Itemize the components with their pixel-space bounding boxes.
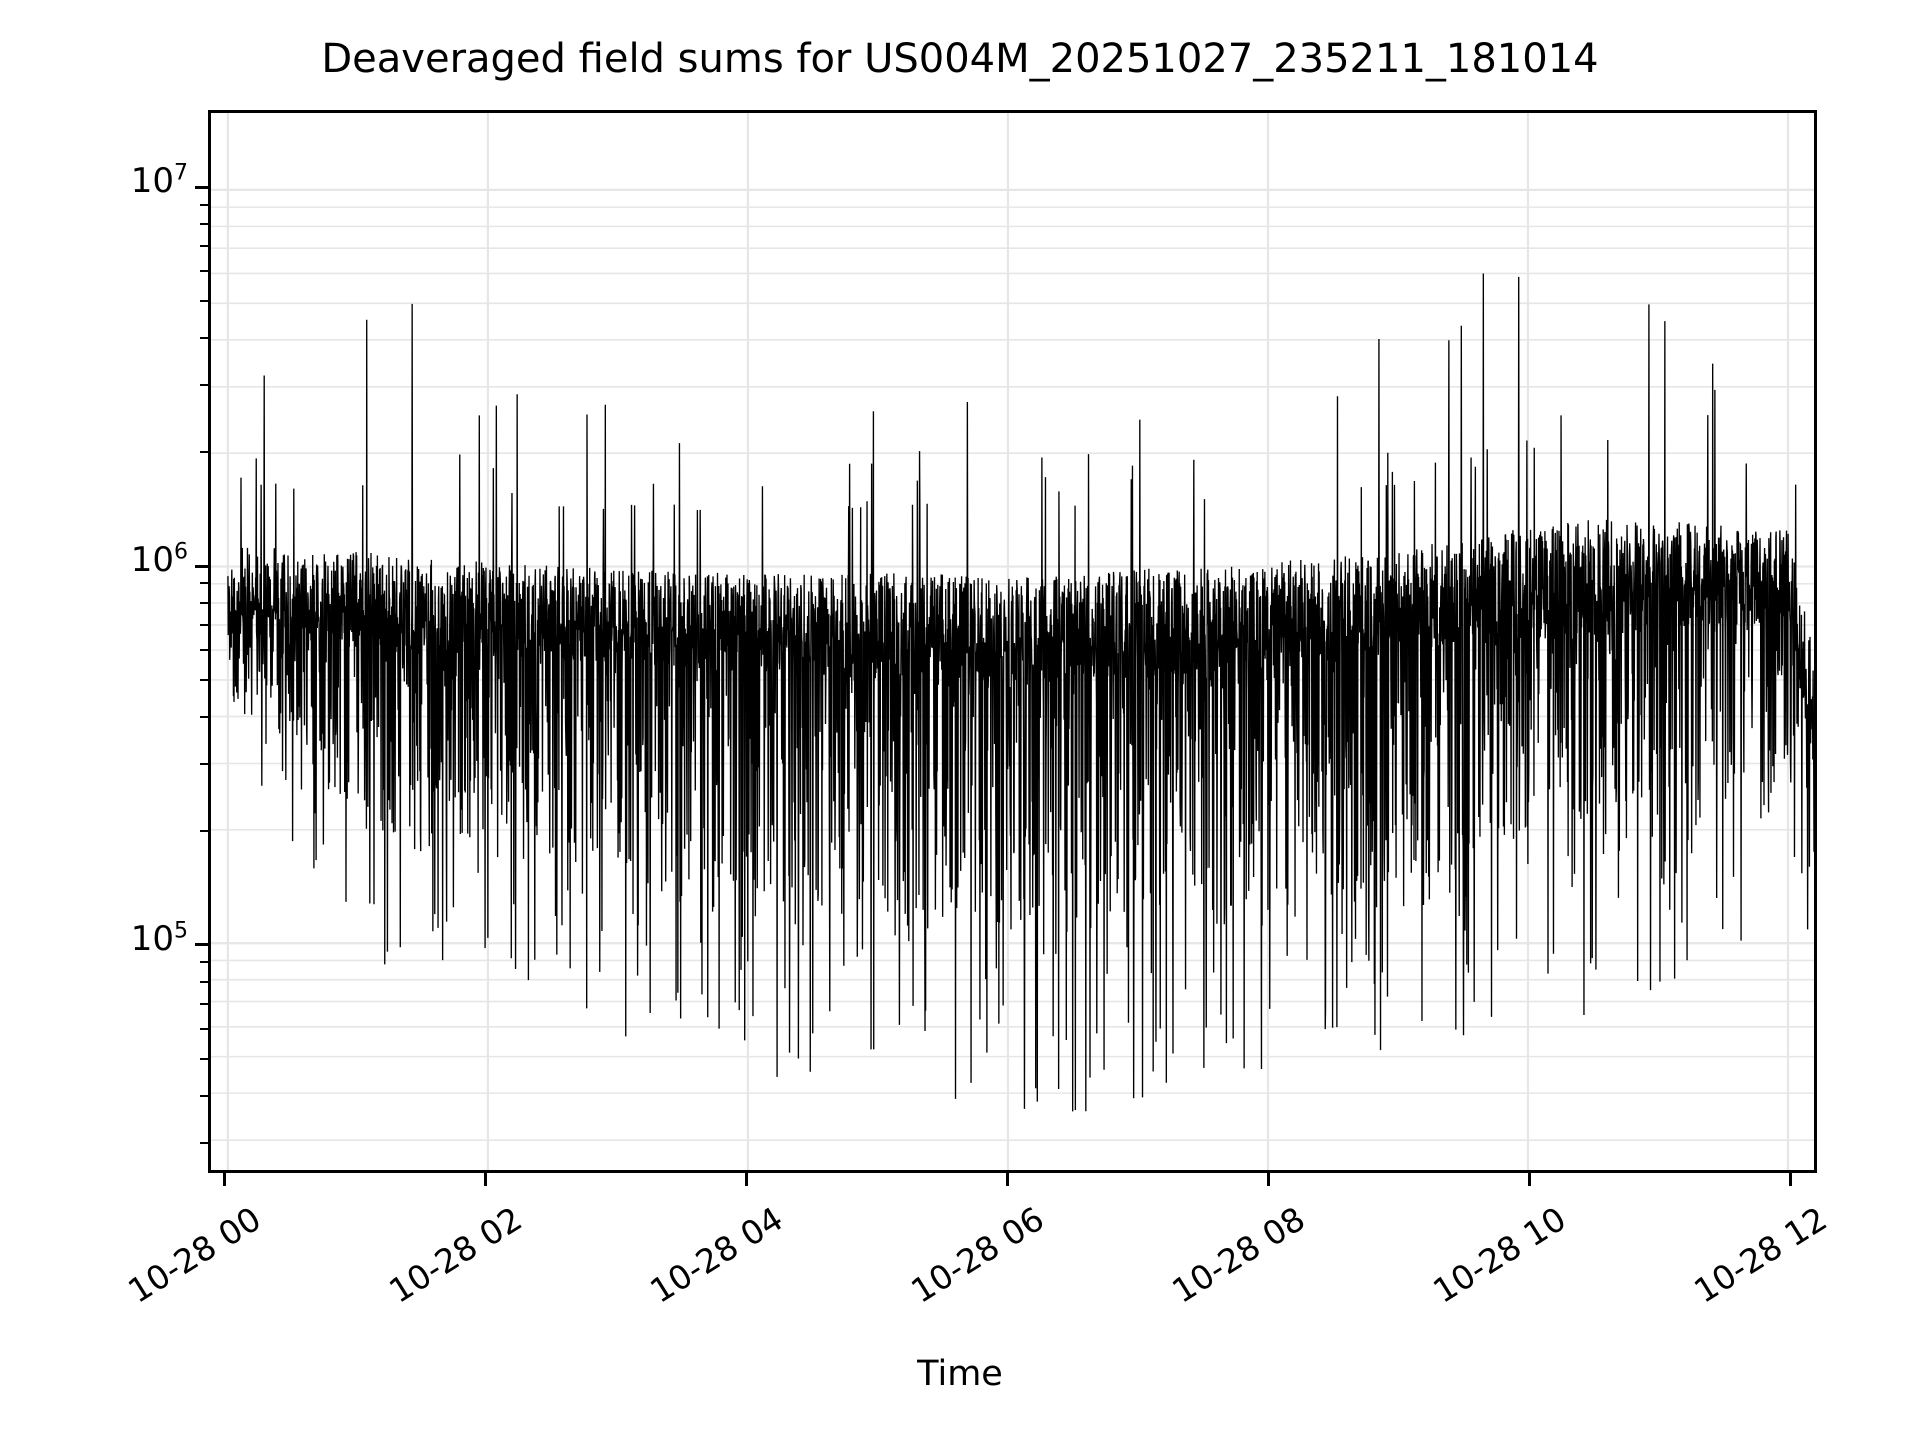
y-tick-minor [200, 300, 208, 303]
y-tick-minor [200, 1142, 208, 1144]
x-tick-label: 10-28 06 [904, 1199, 1051, 1311]
x-tick-major [223, 1173, 227, 1186]
y-tick-major [195, 943, 208, 947]
y-tick-minor [200, 829, 208, 832]
y-tick-mantissa: 10 [130, 161, 174, 202]
y-tick-minor [200, 961, 208, 964]
y-tick-minor [200, 1094, 208, 1097]
y-tick-minor [200, 980, 208, 983]
x-tick-major [1267, 1173, 1271, 1186]
x-tick-label: 10-28 10 [1426, 1199, 1573, 1311]
y-tick-minor [200, 649, 208, 652]
y-tick-major [195, 185, 208, 189]
y-tick-exponent: 6 [174, 539, 188, 565]
x-tick-label: 10-28 12 [1687, 1199, 1834, 1311]
x-tick-major [1528, 1173, 1532, 1186]
y-tick-minor [200, 337, 208, 340]
y-tick-minor [200, 715, 208, 718]
y-tick-label: 105 [131, 919, 188, 959]
y-tick-minor [200, 203, 208, 206]
y-tick-exponent: 5 [174, 918, 188, 944]
plot-inner [211, 113, 1814, 1170]
y-tick-minor [200, 244, 208, 247]
y-tick-exponent: 7 [174, 160, 188, 186]
y-tick-minor [200, 384, 208, 387]
x-axis-label: Time [917, 1354, 1003, 1394]
x-tick-label: 10-28 02 [382, 1199, 529, 1311]
y-tick-minor [200, 1057, 208, 1060]
y-tick-minor [200, 1027, 208, 1030]
y-tick-minor [200, 623, 208, 626]
y-tick-mantissa: 10 [130, 918, 174, 959]
x-tick-major [1789, 1173, 1793, 1186]
series-path [227, 273, 1814, 1112]
y-tick-major [195, 564, 208, 568]
y-tick-label: 107 [131, 161, 188, 201]
y-tick-minor [200, 763, 208, 766]
x-tick-major [1006, 1173, 1010, 1186]
y-tick-minor [200, 582, 208, 585]
y-tick-minor [200, 679, 208, 682]
x-tick-label: 10-28 08 [1165, 1199, 1312, 1311]
y-tick-label: 106 [131, 540, 188, 580]
x-tick-major [745, 1173, 749, 1186]
y-tick-minor [200, 451, 208, 454]
x-tick-label: 10-28 04 [643, 1199, 790, 1311]
data-series-line [227, 273, 1814, 1112]
x-tick-label: 10-28 00 [121, 1199, 268, 1311]
plot-area [208, 110, 1817, 1173]
y-tick-minor [200, 601, 208, 604]
page-title: Deaveraged field sums for US004M_2025102… [321, 36, 1599, 82]
y-tick-mantissa: 10 [130, 540, 174, 581]
y-tick-minor [200, 223, 208, 226]
x-tick-major [484, 1173, 488, 1186]
y-tick-minor [200, 270, 208, 273]
y-tick-minor [200, 1002, 208, 1005]
